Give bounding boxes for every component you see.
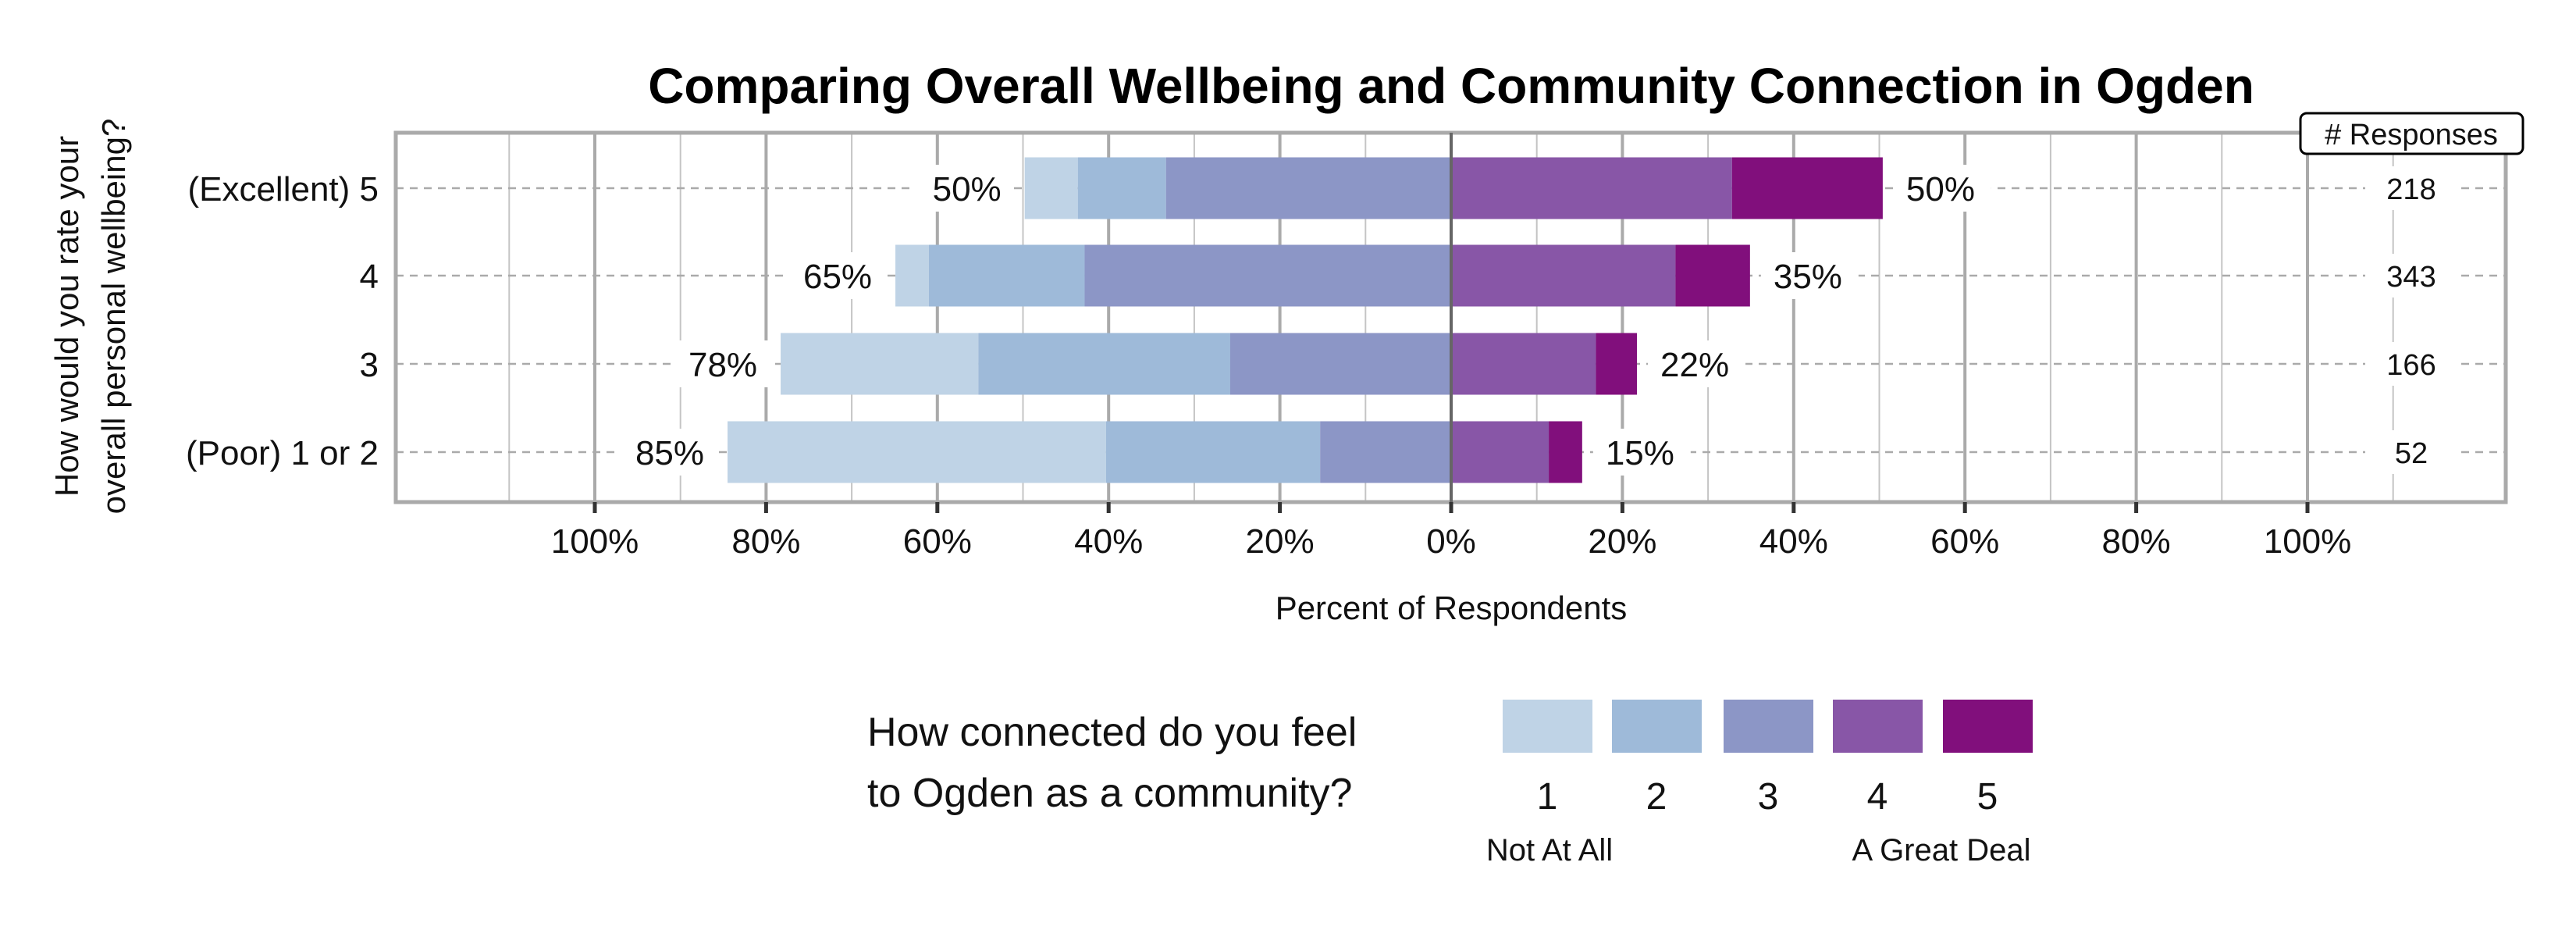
bar-segment-4 xyxy=(1451,157,1732,219)
legend-label: 5 xyxy=(1977,776,1998,818)
bar-segment-2 xyxy=(928,244,1085,307)
right-percent-label: 15% xyxy=(1606,434,1674,472)
y-axis-title-line2: overall personal wellbeing? xyxy=(95,119,132,515)
label-bg xyxy=(1893,165,1991,212)
x-tick-label: 40% xyxy=(1074,522,1143,561)
label-bg xyxy=(915,165,1013,212)
legend-title-line1: How connected do you feel xyxy=(867,710,1357,755)
label-bg xyxy=(618,429,717,476)
bar-segment-5 xyxy=(1596,333,1638,395)
bar-segment-5 xyxy=(1675,244,1750,307)
bar-segment-1 xyxy=(781,333,979,395)
legend-label: 2 xyxy=(1646,776,1667,818)
label-bg xyxy=(1760,252,1859,299)
bar-segment-3 xyxy=(1084,244,1451,307)
legend-low-label: Not At All xyxy=(1486,833,1613,868)
bar-segment-4 xyxy=(1451,421,1550,483)
bar-segment-3 xyxy=(1165,157,1451,219)
left-percent-label: 50% xyxy=(933,170,1002,208)
x-tick-label: 0% xyxy=(1426,522,1476,561)
responses-count: 166 xyxy=(2386,349,2435,382)
label-bg xyxy=(2365,254,2457,297)
bar-segment-5 xyxy=(1549,421,1582,483)
label-bg xyxy=(2365,430,2457,474)
labels: 50% 50% (Excellent) 5 218 65% 35% 4 343 78% 22% 3 1… xyxy=(186,165,2457,476)
label-bg xyxy=(786,252,884,299)
x-ticks: 100% 80% 60% 40% 20% 0% 20% 40% 60% 80% 100% xyxy=(551,502,2352,561)
responses-count: 343 xyxy=(2386,261,2435,294)
legend-swatch-4 xyxy=(1833,700,1923,753)
legend: How connected do you feel to Ogden as a … xyxy=(867,700,2033,868)
responses-count: 52 xyxy=(2395,437,2428,470)
x-tick-label: 60% xyxy=(903,522,972,561)
left-percent-label: 65% xyxy=(803,258,872,296)
label-bg xyxy=(1592,429,1691,476)
bar-segment-1 xyxy=(1024,157,1078,219)
x-tick-label: 20% xyxy=(1246,522,1315,561)
x-tick-label: 60% xyxy=(1930,522,1999,561)
bar-segment-4 xyxy=(1451,244,1676,307)
label-bg xyxy=(671,340,770,387)
label-bg xyxy=(2365,166,2457,210)
bar-segment-3 xyxy=(1229,333,1451,395)
bar-segment-2 xyxy=(978,333,1230,395)
legend-swatch-1 xyxy=(1503,700,1592,753)
right-percent-label: 50% xyxy=(1906,170,1975,208)
legend-swatch-2 xyxy=(1612,700,1702,753)
x-tick-label: 80% xyxy=(2102,522,2171,561)
row-label: 3 xyxy=(360,346,379,384)
label-bg xyxy=(1648,340,1746,387)
bar-segment-1 xyxy=(895,244,929,307)
bar-segment-5 xyxy=(1731,157,1883,219)
bar-segment-2 xyxy=(1077,157,1166,219)
x-tick-label: 80% xyxy=(731,522,800,561)
responses-header: # Responses xyxy=(2299,112,2524,155)
legend-high-label: A Great Deal xyxy=(1852,833,2030,868)
bar-segment-2 xyxy=(1105,421,1321,483)
responses-count: 218 xyxy=(2386,173,2435,206)
x-tick-label: 100% xyxy=(551,522,639,561)
right-percent-label: 22% xyxy=(1660,346,1729,384)
row-label: (Poor) 1 or 2 xyxy=(186,434,379,472)
x-tick-label: 20% xyxy=(1588,522,1656,561)
chart-title: Comparing Overall Wellbeing and Communit… xyxy=(648,58,2254,114)
x-tick-label: 40% xyxy=(1759,522,1828,561)
legend-swatch-5 xyxy=(1943,700,2033,753)
right-percent-label: 35% xyxy=(1774,258,1842,296)
bar-segment-3 xyxy=(1320,421,1451,483)
responses-header-text: # Responses xyxy=(2325,119,2498,151)
bar-segment-1 xyxy=(728,421,1106,483)
label-bg xyxy=(2365,342,2457,386)
row-label: (Excellent) 5 xyxy=(187,170,379,208)
row-label: 4 xyxy=(360,258,379,296)
legend-swatch-3 xyxy=(1724,700,1813,753)
legend-label: 3 xyxy=(1758,776,1779,818)
x-axis-title: Percent of Respondents xyxy=(1276,590,1628,626)
bar-segment-4 xyxy=(1451,333,1596,395)
x-tick-label: 100% xyxy=(2264,522,2352,561)
legend-title-line2: to Ogden as a community? xyxy=(867,771,1352,816)
left-percent-label: 78% xyxy=(688,346,757,384)
bars xyxy=(728,157,1883,483)
legend-label: 1 xyxy=(1537,776,1558,818)
y-axis-title-line1: How would you rate your xyxy=(48,136,85,497)
left-percent-label: 85% xyxy=(635,434,704,472)
legend-label: 4 xyxy=(1867,776,1888,818)
